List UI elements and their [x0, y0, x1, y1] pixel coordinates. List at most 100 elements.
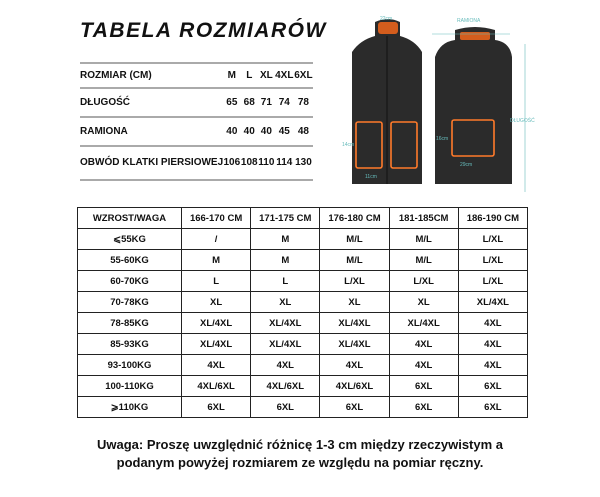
- table-cell: M/L: [319, 249, 390, 271]
- table-cell: XL: [180, 291, 252, 313]
- row-label: 70-78KG: [77, 291, 182, 313]
- table-cell: XL: [257, 62, 275, 88]
- row-label: RAMIONA: [80, 116, 224, 146]
- row-label: ⩽55KG: [77, 228, 182, 250]
- measurement-note: Uwaga: Proszę uwzględnić różnicę 1-3 cm …: [0, 436, 600, 472]
- table-cell: XL/4XL: [250, 333, 321, 355]
- table-cell: M/L: [388, 249, 459, 271]
- table-cell: 108: [240, 145, 258, 181]
- table-cell: XL/4XL: [319, 312, 390, 334]
- table-cell: 186-190 CM: [457, 207, 529, 229]
- table-cell: 171-175 CM: [250, 207, 321, 229]
- table-row: ⩾110KG 6XL 6XL 6XL 6XL 6XL: [77, 396, 529, 418]
- table-cell: 6XL: [457, 396, 529, 418]
- table-cell: XL/4XL: [319, 333, 390, 355]
- table-cell: L/XL: [457, 228, 529, 250]
- vest-diagram: 11cm 22cm 14cm RAMIONA 29cm 16cm DŁUGOŚĆ: [342, 16, 535, 192]
- table-cell: 78: [293, 87, 313, 117]
- row-label: OBWÓD KLATKI PIERSIOWEJ: [80, 145, 224, 181]
- row-label: 100-110KG: [77, 375, 182, 397]
- table-row: 70-78KG XL XL XL XL XL/4XL: [77, 291, 529, 313]
- row-label: ROZMIAR (CM): [80, 62, 224, 88]
- table-cell: M/L: [319, 228, 390, 250]
- table-row: OBWÓD KLATKI PIERSIOWEJ 106 108 110 114 130: [80, 145, 313, 181]
- table-cell: 74: [274, 87, 294, 117]
- table-cell: M: [250, 228, 321, 250]
- note-line-2: podanym powyżej rozmiarem ze względu na …: [116, 455, 484, 470]
- table-cell: 40: [257, 116, 275, 146]
- table-cell: L/XL: [319, 270, 390, 292]
- row-label: ⩾110KG: [77, 396, 182, 418]
- table-row: 60-70KG L L L/XL L/XL L/XL: [77, 270, 529, 292]
- table-cell: /: [180, 228, 252, 250]
- table-header-row: ROZMIAR (CM) M L XL 4XL 6XL: [80, 62, 313, 88]
- table-cell: 166-170 CM: [180, 207, 252, 229]
- table-cell: 4XL: [457, 333, 529, 355]
- table-cell: XL: [388, 291, 459, 313]
- table-row: RAMIONA 40 40 40 45 48: [80, 116, 313, 146]
- table-cell: 4XL: [250, 354, 321, 376]
- table-row: ⩽55KG / M M/L M/L L/XL: [77, 228, 529, 250]
- table-cell: 4XL/6XL: [180, 375, 252, 397]
- table-cell: 6XL: [457, 375, 529, 397]
- row-label: 85-93KG: [77, 333, 182, 355]
- length-label: DŁUGOŚĆ: [510, 116, 535, 124]
- table-cell: 6XL: [250, 396, 321, 418]
- row-label: DŁUGOŚĆ: [80, 87, 224, 117]
- table-cell: XL/4XL: [457, 291, 529, 313]
- table-cell: 71: [257, 87, 275, 117]
- note-line-1: Uwaga: Proszę uwzględnić różnicę 1-3 cm …: [96, 437, 504, 452]
- table-cell: XL/4XL: [250, 312, 321, 334]
- table-row: 100-110KG 4XL/6XL 4XL/6XL 4XL/6XL 6XL 6XL: [77, 375, 529, 397]
- table-cell: L/XL: [388, 270, 459, 292]
- table-cell: L/XL: [457, 249, 529, 271]
- table-cell: XL: [319, 291, 390, 313]
- table-cell: 4XL: [457, 312, 529, 334]
- table-row: 93-100KG 4XL 4XL 4XL 4XL 4XL: [77, 354, 529, 376]
- table-cell: M/L: [388, 228, 459, 250]
- row-label: 60-70KG: [77, 270, 182, 292]
- row-label: 93-100KG: [77, 354, 182, 376]
- table-cell: 4XL/6XL: [250, 375, 321, 397]
- table-cell: L: [250, 270, 321, 292]
- table-cell: 6XL: [388, 396, 459, 418]
- table-row: 85-93KG XL/4XL XL/4XL XL/4XL 4XL 4XL: [77, 333, 529, 355]
- front-pad-width-label: 11cm: [365, 174, 377, 180]
- table-cell: 110: [257, 145, 275, 181]
- table-cell: XL/4XL: [180, 333, 252, 355]
- table-cell: 40: [240, 116, 258, 146]
- table-cell: 4XL: [457, 354, 529, 376]
- page-title: TABELA ROZMIARÓW: [80, 19, 327, 42]
- table-cell: 130: [293, 145, 313, 181]
- table-cell: 45: [274, 116, 294, 146]
- table-cell: 4XL/6XL: [319, 375, 390, 397]
- row-label: WZROST/WAGA: [77, 207, 182, 229]
- table-cell: 6XL: [388, 375, 459, 397]
- table-cell: M: [223, 62, 241, 88]
- table-cell: M: [250, 249, 321, 271]
- shoulders-label: RAMIONA: [457, 18, 481, 24]
- size-table: ROZMIAR (CM) M L XL 4XL 6XL DŁUGOŚĆ 65 68 71 74 78 R…: [80, 62, 313, 181]
- fit-table: WZROST/WAGA 166-170 CM 171-175 CM 176-180 C…: [77, 207, 529, 418]
- table-cell: 114: [274, 145, 294, 181]
- table-cell: 6XL: [180, 396, 252, 418]
- front-vest: 11cm 22cm 14cm: [342, 16, 422, 184]
- back-pad-height-label: 16cm: [436, 136, 448, 142]
- table-row: DŁUGOŚĆ 65 68 71 74 78: [80, 87, 313, 117]
- front-pad-height-label: 14cm: [342, 142, 354, 148]
- table-cell: 4XL: [274, 62, 294, 88]
- table-cell: 6XL: [319, 396, 390, 418]
- table-cell: 4XL: [180, 354, 252, 376]
- table-cell: 181-185CM: [388, 207, 459, 229]
- table-cell: XL: [250, 291, 321, 313]
- table-cell: 65: [223, 87, 241, 117]
- table-cell: 4XL: [319, 354, 390, 376]
- table-header-row: WZROST/WAGA 166-170 CM 171-175 CM 176-180 C…: [77, 207, 529, 229]
- table-cell: L/XL: [457, 270, 529, 292]
- table-cell: 48: [293, 116, 313, 146]
- table-row: 55-60KG M M M/L M/L L/XL: [77, 249, 529, 271]
- table-cell: L: [240, 62, 258, 88]
- row-label: 78-85KG: [77, 312, 182, 334]
- table-cell: 4XL: [388, 333, 459, 355]
